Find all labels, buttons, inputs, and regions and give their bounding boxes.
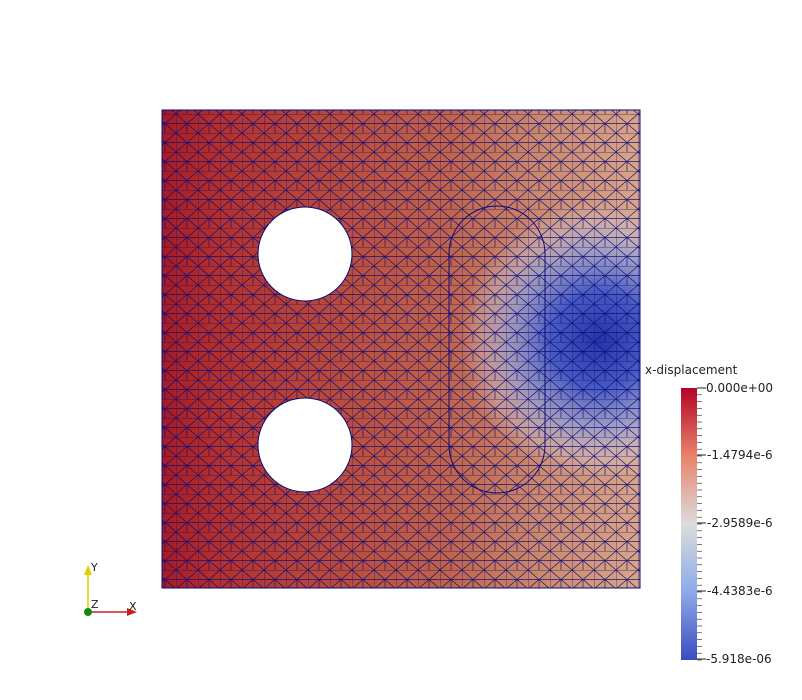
z-axis-dot xyxy=(84,608,92,616)
axes-triad xyxy=(84,565,137,616)
hole-circle-upper xyxy=(257,206,353,302)
x-axis-label: X xyxy=(129,600,137,613)
colorbar-minor-ticks xyxy=(697,387,702,661)
colorbar-tick-label-2: -2.9589e-6 xyxy=(707,516,773,530)
hole-slot xyxy=(448,205,546,494)
mesh-boundary xyxy=(161,109,641,589)
x-axis-arrow xyxy=(127,608,137,616)
y-axis-arrow xyxy=(84,565,92,575)
hole-circle-lower xyxy=(257,397,353,493)
y-axis-label: Y xyxy=(91,561,98,574)
colorbar-tick-label-4: -5.918e-06 xyxy=(706,652,772,666)
colorbar-tick-label-1: -1.4794e-6 xyxy=(707,448,773,462)
colorbar-title: x-displacement xyxy=(645,363,738,377)
z-axis-label: Z xyxy=(91,598,99,611)
mesh-plate xyxy=(162,110,640,588)
colorbar-gradient xyxy=(681,388,697,660)
colorbar xyxy=(681,387,706,661)
colorbar-tick-label-3: -4.4383e-6 xyxy=(707,584,773,598)
colorbar-tick-label-0: 0.000e+00 xyxy=(706,381,774,395)
